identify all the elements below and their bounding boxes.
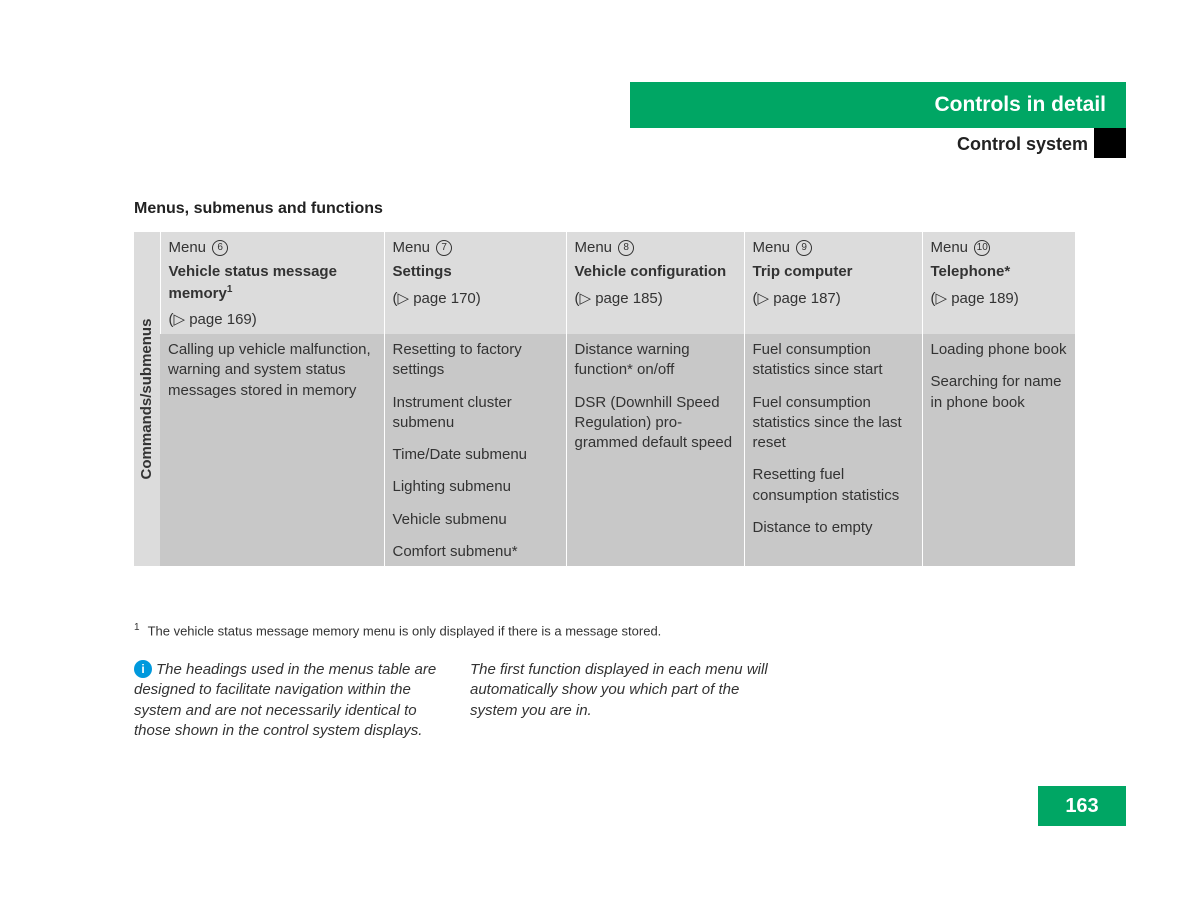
list-item: Calling up vehicle malfunction, warning … <box>168 340 376 401</box>
list-item: Distance to empty <box>753 518 914 538</box>
page-number: 163 <box>1065 795 1098 818</box>
col-body: Loading phone book Searching for name in … <box>922 334 1075 566</box>
list-item: Fuel consumption statistics since start <box>753 340 914 381</box>
list-item: Lighting submenu <box>393 477 558 497</box>
col-header: Menu 8 Vehicle configuration (▷ page 185… <box>566 232 744 334</box>
col-header: Menu 6 Vehicle status message memory1 (▷… <box>160 232 384 334</box>
page-edge-tab <box>1094 128 1126 158</box>
chapter-header-bar: Controls in detail <box>630 82 1126 128</box>
side-label: Commands/submenus <box>137 319 157 480</box>
list-item: Fuel consumption statis­tics since the l… <box>753 393 914 454</box>
list-item: Resetting to factory settings <box>393 340 558 381</box>
list-item: DSR (Downhill Speed Regulation) pro­gram… <box>575 393 736 454</box>
col-body: Fuel consumption statistics since start F… <box>744 334 922 566</box>
chapter-title: Controls in detail <box>934 93 1106 117</box>
table-header-row: Commands/submenus Menu 6 Vehicle status … <box>134 232 1075 334</box>
col-header: Menu 7 Settings (▷ page 170) <box>384 232 566 334</box>
list-item: Resetting fuel consump­tion statistics <box>753 465 914 506</box>
list-item: Searching for name in phone book <box>931 372 1068 413</box>
col-body: Distance warning function* on/off DSR (Do… <box>566 334 744 566</box>
section-heading: Menus, submenus and functions <box>134 200 383 218</box>
side-label-cell: Commands/submenus <box>134 232 160 566</box>
info-note: iThe headings used in the menus table ar… <box>134 660 774 741</box>
list-item: Loading phone book <box>931 340 1068 360</box>
list-item: Time/Date submenu <box>393 445 558 465</box>
info-icon: i <box>134 660 152 678</box>
list-item: Comfort submenu* <box>393 542 558 562</box>
table-body-row: Calling up vehicle malfunction, warning … <box>134 334 1075 566</box>
list-item: Distance warning function* on/off <box>575 340 736 381</box>
list-item: Vehicle submenu <box>393 510 558 530</box>
chapter-subtitle: Control system <box>957 134 1088 155</box>
col-body: Resetting to factory settings Instrument … <box>384 334 566 566</box>
list-item: Instrument cluster submenu <box>393 393 558 434</box>
page-number-box: 163 <box>1038 786 1126 826</box>
col-body: Calling up vehicle malfunction, warning … <box>160 334 384 566</box>
footnote: 1The vehicle status message memory menu … <box>134 622 661 638</box>
col-header: Menu 9 Trip computer (▷ page 187) <box>744 232 922 334</box>
menus-table: Commands/submenus Menu 6 Vehicle status … <box>134 232 1075 566</box>
col-header: Menu 10 Telephone* (▷ page 189) <box>922 232 1075 334</box>
